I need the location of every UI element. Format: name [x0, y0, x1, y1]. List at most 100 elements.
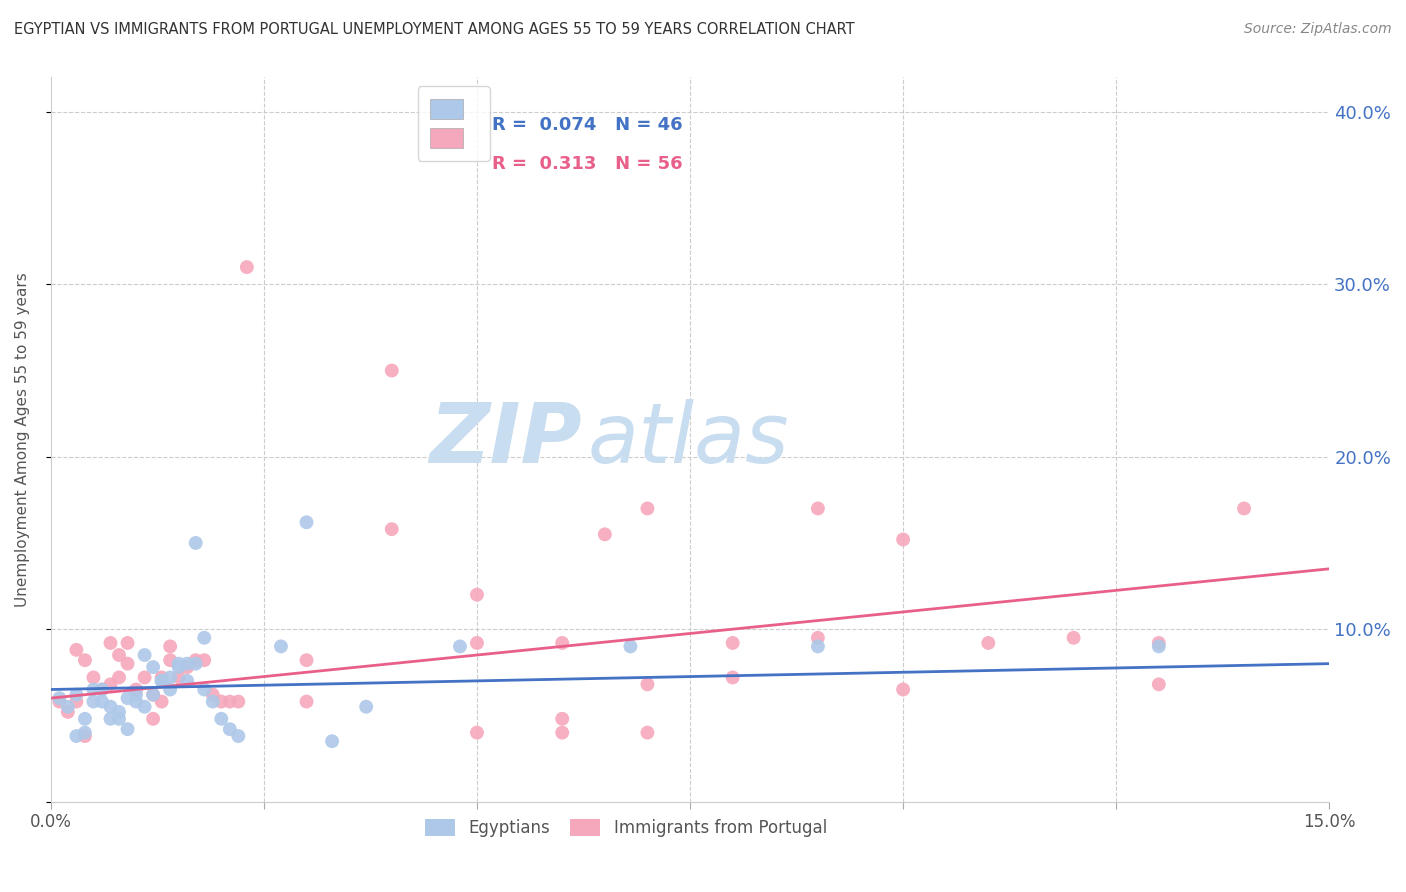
Point: [201, 695, 224, 709]
Point: [209, 695, 232, 709]
Point: [636, 501, 658, 516]
Point: [465, 588, 488, 602]
Point: [108, 705, 131, 719]
Point: [65, 695, 87, 709]
Point: [117, 657, 139, 671]
Point: [465, 636, 488, 650]
Point: [449, 640, 471, 654]
Point: [150, 695, 173, 709]
Point: [56, 705, 79, 719]
Point: [1147, 677, 1170, 691]
Point: [228, 695, 250, 709]
Point: [73, 653, 96, 667]
Point: [551, 725, 574, 739]
Point: [193, 682, 215, 697]
Point: [236, 260, 259, 274]
Point: [167, 660, 190, 674]
Point: [201, 688, 224, 702]
Point: [381, 522, 404, 536]
Point: [807, 640, 830, 654]
Point: [142, 688, 165, 702]
Point: [184, 653, 207, 667]
Text: ZIP: ZIP: [429, 399, 582, 480]
Point: [125, 682, 148, 697]
Point: [619, 640, 641, 654]
Point: [100, 712, 122, 726]
Point: [142, 688, 165, 702]
Point: [73, 725, 96, 739]
Point: [218, 722, 240, 736]
Point: [159, 682, 181, 697]
Point: [134, 648, 156, 662]
Text: atlas: atlas: [588, 399, 789, 480]
Point: [1147, 636, 1170, 650]
Point: [807, 501, 830, 516]
Point: [465, 725, 488, 739]
Point: [167, 657, 190, 671]
Point: [807, 631, 830, 645]
Text: R =  0.313   N = 56: R = 0.313 N = 56: [492, 155, 682, 173]
Point: [73, 729, 96, 743]
Point: [636, 725, 658, 739]
Point: [1233, 501, 1256, 516]
Point: [721, 670, 744, 684]
Point: [117, 636, 139, 650]
Point: [551, 636, 574, 650]
Point: [100, 677, 122, 691]
Point: [82, 695, 104, 709]
Point: [1147, 640, 1170, 654]
Point: [593, 527, 616, 541]
Point: [48, 691, 70, 706]
Point: [125, 688, 148, 702]
Point: [159, 640, 181, 654]
Point: [321, 734, 343, 748]
Point: [91, 695, 114, 709]
Point: [91, 682, 114, 697]
Point: [184, 657, 207, 671]
Point: [150, 673, 173, 688]
Text: EGYPTIAN VS IMMIGRANTS FROM PORTUGAL UNEMPLOYMENT AMONG AGES 55 TO 59 YEARS CORR: EGYPTIAN VS IMMIGRANTS FROM PORTUGAL UNE…: [14, 22, 855, 37]
Point: [82, 682, 104, 697]
Point: [891, 533, 914, 547]
Point: [270, 640, 292, 654]
Point: [193, 631, 215, 645]
Y-axis label: Unemployment Among Ages 55 to 59 years: Unemployment Among Ages 55 to 59 years: [15, 272, 30, 607]
Point: [159, 653, 181, 667]
Point: [65, 729, 87, 743]
Point: [117, 722, 139, 736]
Text: R =  0.074   N = 46: R = 0.074 N = 46: [492, 115, 682, 134]
Point: [295, 695, 318, 709]
Point: [184, 536, 207, 550]
Point: [636, 677, 658, 691]
Point: [117, 691, 139, 706]
Point: [100, 699, 122, 714]
Point: [295, 515, 318, 529]
Point: [108, 670, 131, 684]
Point: [82, 670, 104, 684]
Legend: Egyptians, Immigrants from Portugal: Egyptians, Immigrants from Portugal: [419, 813, 834, 844]
Point: [142, 712, 165, 726]
Point: [721, 636, 744, 650]
Point: [159, 670, 181, 684]
Point: [176, 657, 198, 671]
Point: [56, 699, 79, 714]
Point: [551, 712, 574, 726]
Point: [150, 673, 173, 688]
Point: [1063, 631, 1085, 645]
Point: [381, 363, 404, 377]
Point: [65, 643, 87, 657]
Point: [891, 682, 914, 697]
Point: [150, 670, 173, 684]
Point: [176, 660, 198, 674]
Point: [91, 682, 114, 697]
Point: [108, 712, 131, 726]
Point: [228, 729, 250, 743]
Point: [167, 670, 190, 684]
Point: [977, 636, 1000, 650]
Point: [125, 695, 148, 709]
Point: [218, 695, 240, 709]
Point: [354, 699, 377, 714]
Point: [65, 688, 87, 702]
Point: [100, 636, 122, 650]
Point: [193, 653, 215, 667]
